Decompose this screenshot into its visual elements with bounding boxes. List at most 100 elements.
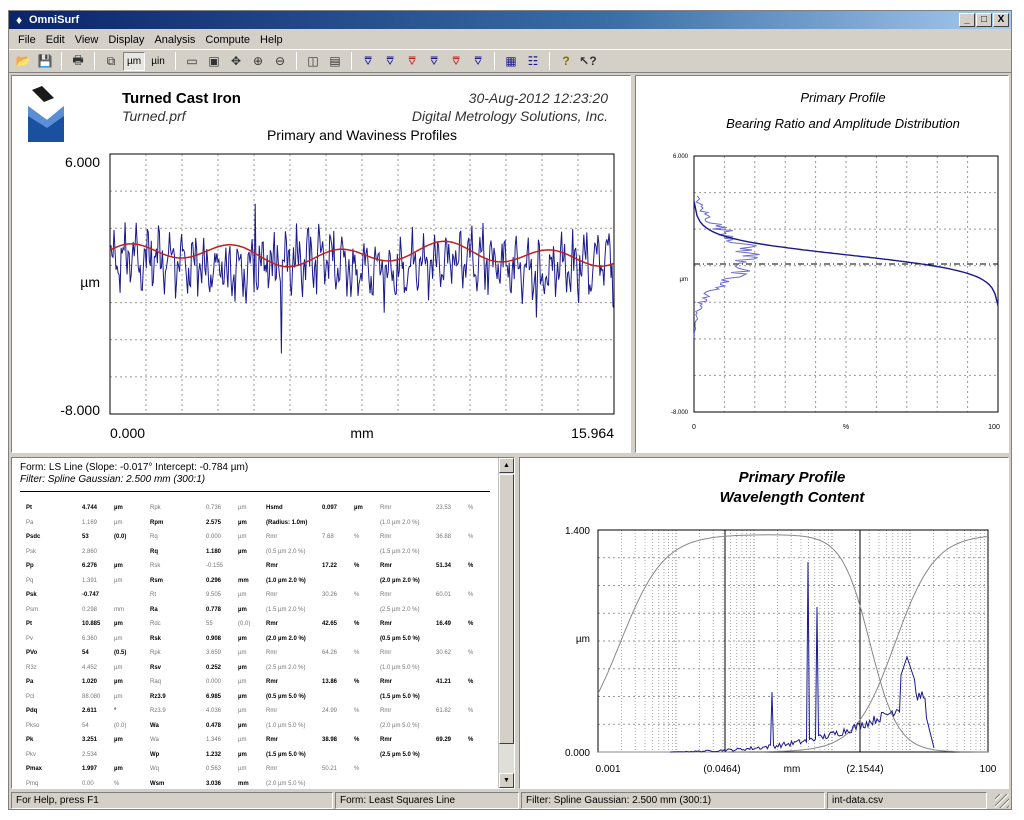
parameter-value: 0.097 [322, 505, 338, 511]
title-bar[interactable]: ♦ OmniSurf _ □ X [9, 11, 1011, 29]
parameter-value: 54 [82, 650, 89, 656]
parameter-row: Pp 6.276 µm [26, 560, 136, 573]
parameter-row: Rmr 69.29% [380, 734, 490, 747]
filter-3-icon[interactable]: ⩢ [408, 53, 416, 68]
parameter-name: Rsk [150, 635, 162, 642]
parameter-unit: µm [238, 592, 247, 598]
parameter-row: Pv 6.360 µm [26, 633, 136, 646]
multi-view-icon[interactable]: ▣ [208, 54, 220, 68]
parameter-name: Wq [150, 766, 159, 772]
parameter-unit: µm [238, 505, 247, 511]
copy-icon[interactable]: ⧉ [106, 53, 116, 68]
profile-pane[interactable]: Turned Cast Iron Turned.prf 30-Aug-2012 … [11, 75, 631, 453]
close-button[interactable]: X [993, 13, 1009, 27]
move-cursor-icon[interactable]: ✥ [230, 54, 242, 68]
single-view-icon[interactable]: ▭ [186, 54, 198, 68]
results-scrollbar[interactable]: ▲ ▼ [498, 458, 514, 788]
parameter-value: 54 [82, 722, 89, 729]
scroll-down-icon[interactable]: ▼ [499, 773, 514, 788]
menu-edit[interactable]: Edit [45, 33, 65, 46]
menu-compute[interactable]: Compute [205, 33, 251, 46]
table-icon[interactable]: ☷ [527, 54, 539, 68]
parameter-unit: µm [114, 577, 123, 584]
filter-6-icon[interactable]: ⩢ [474, 53, 482, 68]
parameter-value: 50.21 [322, 766, 338, 772]
wavelength-pane[interactable]: Primary Profile Wavelength Content 1.400… [519, 457, 1009, 789]
parameter-row: Pa 1.020 µm [26, 676, 136, 689]
parameter-name: Wa [150, 722, 159, 729]
parameter-unit: (0.0) [238, 621, 251, 627]
parameter-unit: µm [238, 534, 247, 540]
filter-4-icon[interactable]: ⩢ [430, 53, 438, 68]
parameter-unit: % [468, 621, 474, 627]
print-icon[interactable]: 🖶 [72, 52, 84, 67]
menu-display[interactable]: Display [108, 33, 145, 46]
filter-2-icon[interactable]: ⩢ [386, 53, 394, 68]
scroll-thumb[interactable] [499, 474, 514, 744]
parameter-row: Rmr 24.99% [266, 705, 376, 718]
parameter-value: 16.49 [436, 621, 452, 627]
parameter-row: Rdc 55 (0.0) [150, 618, 260, 631]
parameter-value: 42.65 [322, 621, 338, 627]
parameter-name: PVo [26, 650, 38, 656]
scroll-up-icon[interactable]: ▲ [499, 458, 514, 473]
menu-file[interactable]: File [18, 33, 36, 46]
unit-um-button[interactable]: µm [123, 51, 145, 71]
open-icon[interactable]: 📂 [15, 54, 31, 68]
filter-1-icon[interactable]: ⩢ [364, 53, 372, 68]
minimize-button[interactable]: _ [959, 13, 975, 27]
parameter-unit: % [468, 563, 474, 569]
parameter-row: Wsm 3.036 mm [150, 778, 260, 789]
parameter-value: -0.155 [206, 563, 224, 569]
parameter-row: Rt 9.505 µm [150, 589, 260, 602]
parameter-name: (2.5 µm 5.0 %) [380, 751, 420, 758]
parameter-name: Hsmd [266, 505, 283, 511]
parameter-row: (1.0 µm 2.0 %) [266, 575, 376, 588]
grid-icon[interactable]: ▦ [505, 54, 517, 68]
parameter-name: (2.0 µm 2.0 %) [266, 635, 306, 642]
parameter-row: Wp 1.232 µm [150, 749, 260, 762]
parameter-row: Raq 0.000 µm [150, 676, 260, 689]
parameter-unit: (0.0) [114, 722, 127, 729]
parameter-value: 1.169 [82, 519, 98, 526]
parameter-row: R3z 4.452 µm [26, 662, 136, 675]
menu-help[interactable]: Help [260, 33, 283, 46]
parameter-row: Rmr 50.21% [266, 763, 376, 776]
parameter-row: Rmr 30.26% [266, 589, 376, 602]
zoom-in-icon[interactable]: ⊕ [252, 54, 264, 68]
resize-grip-icon[interactable] [995, 794, 1009, 808]
profile-subtitle: Primary and Waviness Profiles [267, 127, 457, 143]
menu-view[interactable]: View [74, 33, 99, 46]
parameter-name: (0.5 µm 5.0 %) [380, 635, 420, 642]
parameter-row: Pq 1.391 µm [26, 575, 136, 588]
parameter-name: Pkso [26, 722, 40, 729]
parameter-name: Rmr [380, 505, 392, 511]
company-name: Digital Metrology Solutions, Inc. [412, 108, 608, 124]
maximize-button[interactable]: □ [976, 13, 992, 27]
parameter-unit: ° [114, 708, 117, 714]
parameter-unit: % [468, 592, 474, 598]
parameter-unit: % [468, 650, 474, 656]
toolbar-separator [61, 52, 62, 70]
wave-x-label-1: 0.001 [595, 764, 620, 775]
help-icon[interactable]: ? [562, 54, 570, 68]
filter-5-icon[interactable]: ⩢ [452, 53, 460, 68]
company-logo [26, 85, 66, 143]
parameter-value: 17.22 [322, 563, 338, 569]
menu-analysis[interactable]: Analysis [154, 33, 196, 46]
window-title: OmniSurf [29, 14, 80, 26]
parameter-name: Psk [26, 592, 37, 598]
save-icon[interactable]: 💾 [37, 54, 53, 68]
window-icon[interactable]: ◫ [307, 54, 319, 68]
bearing-pane[interactable]: Primary Profile Bearing Ratio and Amplit… [635, 75, 1009, 453]
parameter-name: Rmr [380, 679, 393, 685]
image-icon[interactable]: ▤ [329, 54, 341, 68]
unit-uin-button[interactable]: µin [151, 55, 165, 67]
parameter-name: Rmr [380, 534, 392, 540]
results-pane[interactable]: Form: LS Line (Slope: -0.017° Intercept:… [11, 457, 515, 789]
parameter-value: 64.26 [322, 650, 338, 656]
profile-y-min: -8.000 [60, 402, 100, 418]
context-help-icon[interactable]: ↖? [579, 54, 597, 68]
parameter-name: Rmr [266, 650, 278, 656]
zoom-out-icon[interactable]: ⊖ [274, 54, 286, 68]
